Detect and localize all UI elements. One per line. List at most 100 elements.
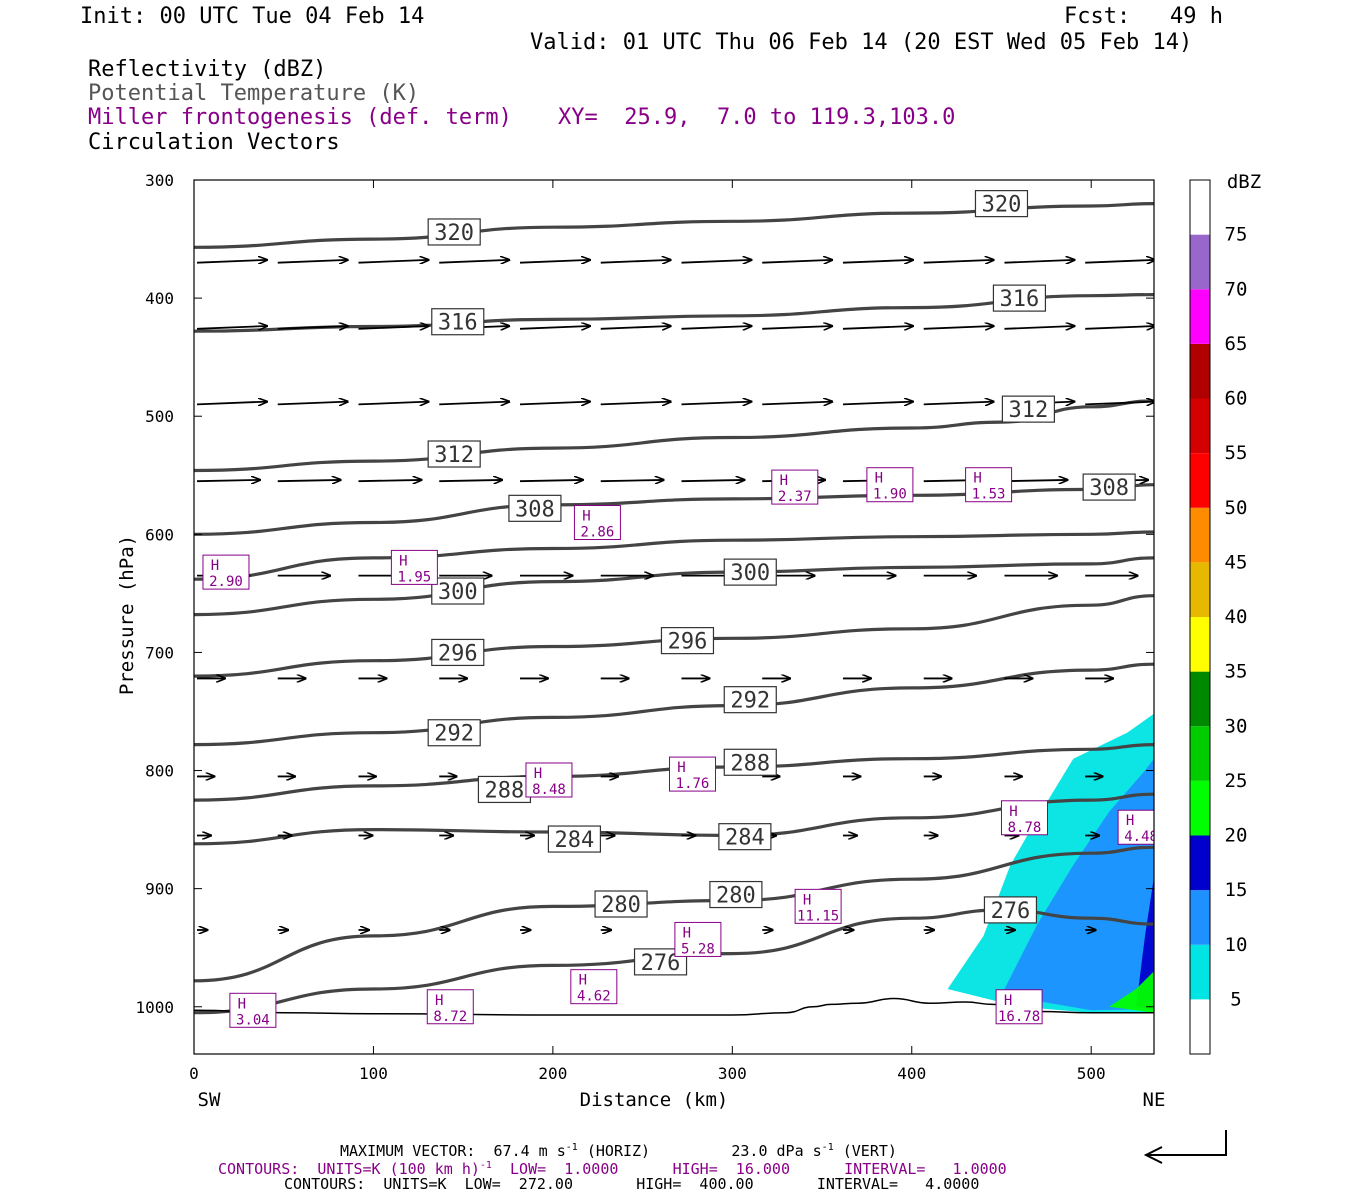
circulation-vector xyxy=(519,326,590,329)
reflectivity-area-20 xyxy=(1109,971,1154,1013)
colorbar-unit: dBZ xyxy=(1227,171,1261,193)
frontogenesis-max-h: H xyxy=(803,892,811,908)
colorbar-label: 35 xyxy=(1225,661,1248,683)
circulation-vector xyxy=(681,260,751,263)
theta-label-box xyxy=(718,823,772,851)
circulation-vector xyxy=(762,326,832,329)
colorbar-label: 10 xyxy=(1225,934,1248,956)
theta-label: 320 xyxy=(434,221,474,246)
colorbar-swatch xyxy=(1190,617,1210,672)
frontogenesis-max-h: H xyxy=(1126,813,1134,829)
frontogenesis-max-box xyxy=(866,467,914,503)
theta-label-box xyxy=(723,686,777,714)
frontogenesis-max-h: H xyxy=(1009,804,1017,820)
frontogenesis-max-box xyxy=(570,969,618,1005)
circulation-vector xyxy=(277,402,348,405)
theta-label: 300 xyxy=(730,561,770,586)
theta-label-box xyxy=(723,558,777,586)
forecast-hour: Fcst: 49 h xyxy=(1064,4,1223,29)
footer-max-vector: MAXIMUM VECTOR: 67.4 m s-1 (HORIZ) 23.0 … xyxy=(340,1142,897,1160)
circulation-vector xyxy=(762,260,832,263)
theta-label-box xyxy=(508,494,562,522)
footer-theta-contours: CONTOURS: UNITS=K LOW= 272.00 HIGH= 400.… xyxy=(284,1175,980,1193)
frontogenesis-max-box xyxy=(1000,800,1048,836)
theta-label: 280 xyxy=(716,884,756,909)
circulation-vector xyxy=(1085,402,1154,405)
y-tick-label: 300 xyxy=(145,171,174,190)
frontogenesis-max-h: H xyxy=(875,471,883,487)
circulation-vector xyxy=(439,260,509,263)
circulation-vector xyxy=(519,260,590,263)
circulation-vector xyxy=(600,402,671,405)
colorbar-swatch xyxy=(1190,180,1210,235)
circulation-vector xyxy=(1085,260,1154,263)
theta-contour-304 xyxy=(194,530,1154,581)
circulation-vector xyxy=(1004,480,1067,481)
frontogenesis-max-box xyxy=(390,549,438,585)
frontogenesis-max-h: H xyxy=(211,558,219,574)
init-time: Init: 00 UTC Tue 04 Feb 14 xyxy=(80,4,425,29)
frontogenesis-max-box xyxy=(426,989,474,1025)
frontogenesis-max-value: 1.90 xyxy=(873,487,907,503)
circulation-vector xyxy=(762,402,832,405)
theta-label-box xyxy=(709,880,763,909)
circulation-vector xyxy=(196,260,267,263)
frontogenesis-max-box xyxy=(525,762,573,798)
field-miller-frontogenesis: Miller frontogenesis (def. term) xyxy=(88,105,512,130)
frontogenesis-max-value: 16.78 xyxy=(998,1009,1040,1025)
theta-label: 296 xyxy=(438,641,478,666)
theta-contour-276 xyxy=(194,908,1154,1015)
frontogenesis-max-box xyxy=(202,554,250,590)
theta-label-box xyxy=(431,577,485,605)
circulation-vector xyxy=(842,326,913,329)
theta-label: 316 xyxy=(1000,287,1040,312)
circulation-vector xyxy=(358,402,428,405)
frontogenesis-max-value: 2.86 xyxy=(581,525,615,541)
circulation-vector xyxy=(358,480,421,481)
theta-label: 320 xyxy=(982,193,1022,218)
circulation-vector xyxy=(600,480,664,481)
circulation-vector xyxy=(923,402,994,405)
x-tick-label: 400 xyxy=(897,1064,926,1083)
field-potential-temperature: Potential Temperature (K) xyxy=(88,81,420,106)
colorbar-label: 65 xyxy=(1225,333,1248,355)
colorbar-label: 55 xyxy=(1225,442,1248,464)
circulation-vector xyxy=(439,402,509,405)
reference-vector xyxy=(1146,1130,1227,1156)
colorbar-swatch xyxy=(1190,780,1210,836)
circulation-vector xyxy=(1004,260,1074,263)
ne-end-label: NE xyxy=(1143,1089,1166,1111)
circulation-vector xyxy=(277,326,348,329)
theta-label: 308 xyxy=(515,497,555,522)
theta-label-box xyxy=(974,190,1029,218)
circulation-vector xyxy=(196,402,267,405)
colorbar-label: 45 xyxy=(1225,551,1248,573)
colorbar-swatch xyxy=(1190,726,1210,781)
x-tick-label: 0 xyxy=(189,1064,199,1083)
colorbar-label: 50 xyxy=(1225,497,1248,519)
circulation-vector xyxy=(519,402,590,405)
x-tick-label: 500 xyxy=(1077,1064,1106,1083)
colorbar-swatch xyxy=(1190,671,1210,727)
theta-label: 308 xyxy=(1089,476,1129,501)
theta-label: 296 xyxy=(668,630,708,655)
theta-label-box xyxy=(1082,473,1136,501)
x-axis-label: Distance (km) xyxy=(580,1089,729,1111)
theta-label-box xyxy=(723,748,777,776)
frontogenesis-max-h: H xyxy=(579,973,587,989)
theta-label: 312 xyxy=(1009,398,1049,423)
colorbar-label: 20 xyxy=(1225,825,1248,847)
frontogenesis-max-box xyxy=(965,467,1013,503)
circulation-vector xyxy=(196,480,260,481)
colorbar-label: 75 xyxy=(1225,224,1248,246)
y-tick-label: 600 xyxy=(145,525,174,544)
frontogenesis-max-box xyxy=(995,989,1043,1025)
frontogenesis-max-h: H xyxy=(780,473,788,489)
colorbar-label: 15 xyxy=(1225,879,1248,901)
valid-time: Valid: 01 UTC Thu 06 Feb 14 (20 EST Wed … xyxy=(530,30,1193,55)
colorbar-swatch xyxy=(1190,507,1210,563)
colorbar-swatch xyxy=(1190,398,1210,454)
circulation-vector xyxy=(358,260,428,263)
theta-label-box xyxy=(431,638,485,667)
theta-label: 292 xyxy=(434,722,474,747)
